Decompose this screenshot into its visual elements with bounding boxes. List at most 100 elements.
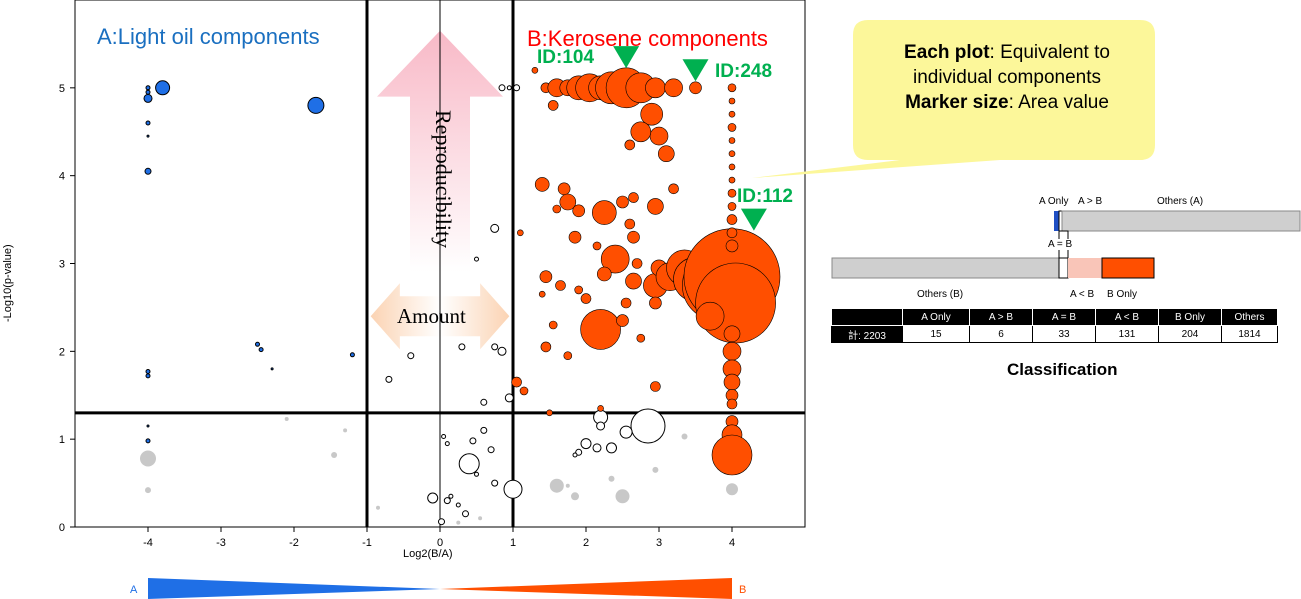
point-other-open (630, 408, 666, 444)
point-B (657, 145, 675, 162)
point-A (146, 424, 150, 428)
table-header-cell: Others (1221, 308, 1278, 326)
point-B (519, 386, 529, 396)
point-B (726, 398, 738, 410)
point-B (546, 409, 553, 417)
point-B (726, 227, 738, 239)
point-other-open (504, 393, 514, 403)
point-B (628, 192, 639, 203)
point-B (540, 341, 552, 353)
callout-text: Each plot: Equivalent to individual comp… (862, 40, 1152, 115)
point-other-open (469, 437, 477, 445)
point-A (144, 167, 152, 175)
point-other-open (462, 510, 469, 518)
point-other-open (438, 518, 445, 526)
point-other-open (606, 442, 617, 454)
y-axis-label: -Log10(p-value) (2, 244, 14, 322)
point-other-gray (571, 492, 579, 501)
point-other-open (458, 343, 466, 351)
point-B (511, 376, 522, 388)
point-B (664, 78, 683, 98)
table-cell: 1814 (1221, 325, 1278, 343)
y-tick-label: 0 (59, 522, 65, 534)
point-A (255, 341, 260, 347)
y-tick-label: 3 (59, 259, 65, 271)
amount-arrow-left (370, 283, 440, 350)
y-tick-label: 4 (59, 171, 65, 183)
point-other-open (592, 443, 602, 453)
x-tick-label: 3 (656, 537, 662, 549)
point-other-gray (456, 520, 461, 525)
point-B (728, 176, 736, 184)
point-other-open (407, 352, 415, 360)
point-A (270, 367, 274, 371)
point-B (650, 381, 661, 392)
x-tick-label: 1 (510, 537, 516, 549)
point-other-open (506, 85, 512, 91)
label-a-eq-b: A = B (1048, 239, 1073, 250)
label-a-lt-b: A < B (1070, 289, 1095, 300)
point-B (726, 214, 738, 225)
x-tick-label: -3 (216, 537, 226, 549)
region-label-a: A:Light oil components (97, 24, 320, 49)
point-other-open (575, 448, 583, 456)
x-tick-label: -4 (143, 537, 153, 549)
point-B (539, 270, 553, 284)
point-B (620, 297, 632, 309)
point-other-gray (331, 452, 338, 458)
point-A (349, 352, 355, 358)
point-B (597, 405, 604, 412)
amount-arrow-right (440, 283, 510, 350)
point-other-gray (140, 450, 156, 467)
label-a-only: A Only (1039, 196, 1069, 207)
gradient-label-a: A (130, 584, 138, 596)
y-tick-label: 2 (59, 346, 65, 358)
id-label-104: ID:104 (537, 47, 595, 68)
point-B (695, 301, 725, 331)
point-other-open (474, 256, 479, 262)
point-other-gray (615, 489, 630, 504)
point-B (627, 230, 640, 244)
point-B (649, 126, 669, 146)
point-B (516, 229, 524, 237)
a-gradient-wedge (148, 578, 440, 589)
point-B (728, 163, 736, 171)
callout-rest-3: : Area value (1008, 92, 1109, 113)
callout-line-2: individual components (912, 67, 1101, 88)
point-A (143, 93, 153, 103)
table-total-cell: 計: 2203 (831, 325, 903, 343)
classification-title: Classification (1007, 360, 1118, 379)
point-other-gray (726, 483, 738, 496)
point-B (557, 182, 571, 196)
point-B (625, 272, 642, 290)
label-b-only: B Only (1107, 289, 1138, 300)
point-other-open (619, 425, 633, 439)
y-tick-label: 5 (59, 83, 65, 95)
point-other-gray (145, 487, 151, 494)
point-B (647, 198, 664, 215)
point-B (636, 333, 646, 343)
point-B (725, 239, 739, 253)
table-cell: 6 (969, 325, 1033, 343)
point-other-gray (343, 428, 348, 433)
point-A (307, 96, 325, 114)
table-header-cell: A < B (1095, 308, 1159, 326)
point-A (145, 89, 151, 95)
point-other-open (498, 84, 506, 92)
point-other-gray (565, 483, 570, 488)
point-B (574, 285, 584, 295)
point-B (591, 200, 617, 225)
point-B (538, 290, 546, 298)
y-tick-label: 1 (59, 434, 65, 446)
b-gradient-wedge (440, 578, 732, 599)
table-cell: 33 (1032, 325, 1096, 343)
table-header-cell: A > B (969, 308, 1033, 326)
point-other-open (497, 346, 507, 356)
point-B (728, 110, 736, 118)
point-other-open (455, 502, 461, 508)
point-B (631, 258, 643, 269)
classification-table: A Only A > B A = B A < B B Only Others 計… (831, 308, 1278, 343)
bar-a-only (1054, 211, 1059, 231)
